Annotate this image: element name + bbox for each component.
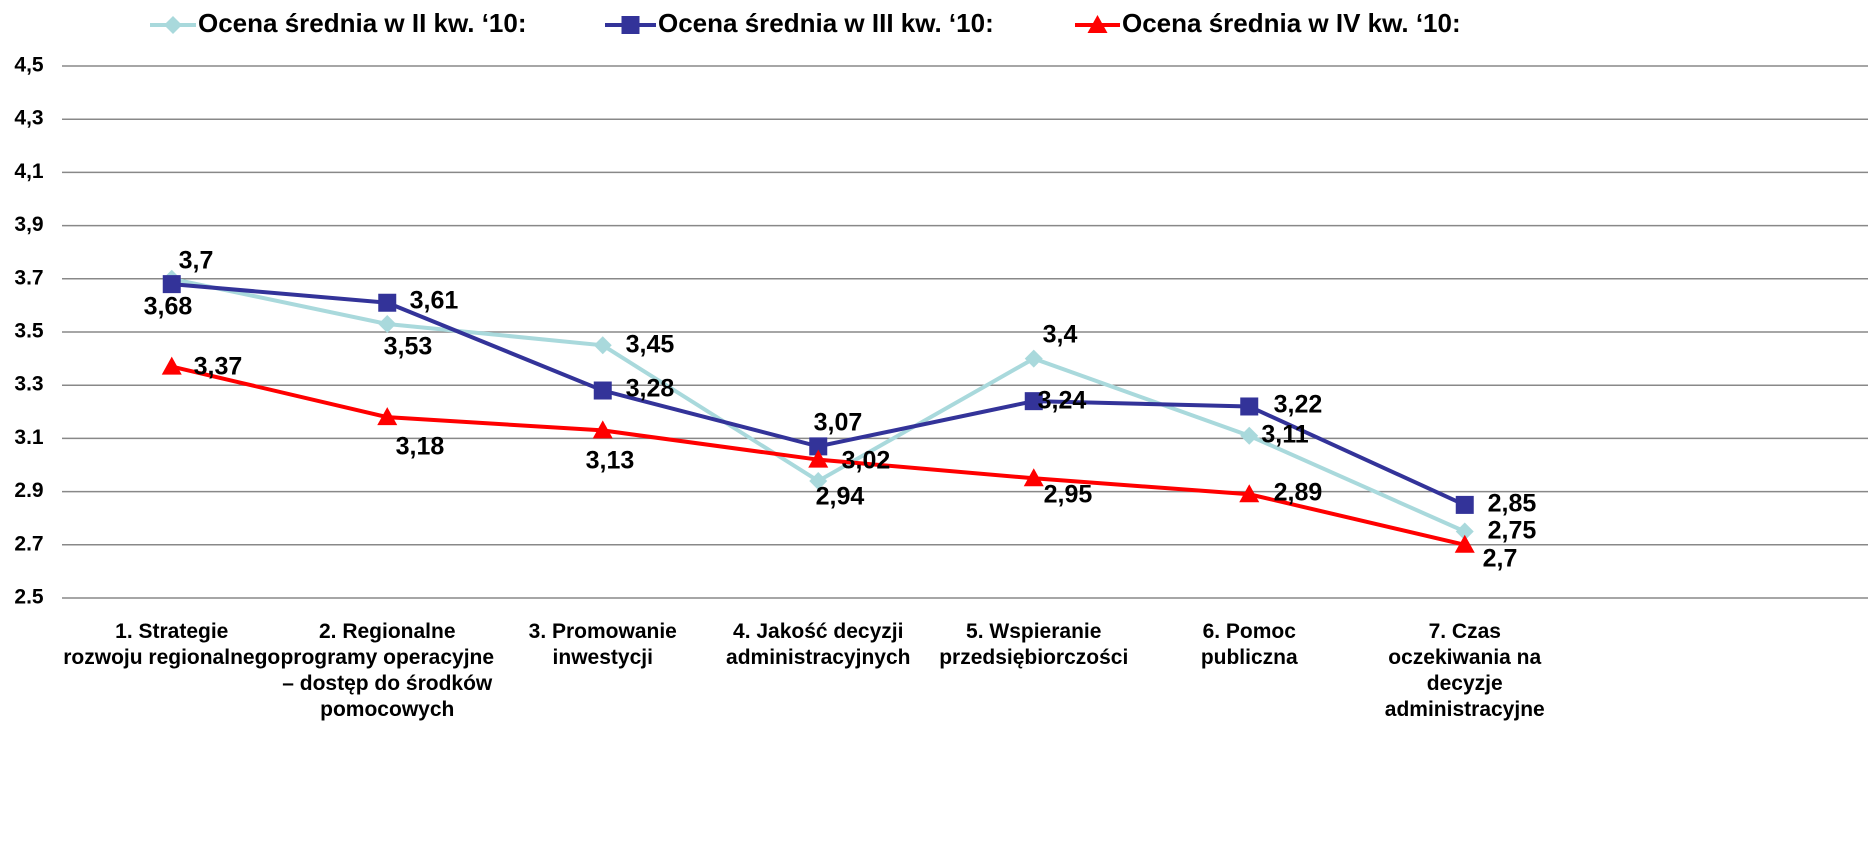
series-line xyxy=(171,282,1466,507)
data-label: 3,7 xyxy=(179,247,214,275)
legend-marker xyxy=(1087,15,1108,33)
data-label: 3,18 xyxy=(396,433,445,461)
marker xyxy=(378,315,397,334)
x-tick-label: 5. Wspieranie przedsiębiorczości xyxy=(939,620,1128,669)
x-tick-label: 3. Promowanie inwestycji xyxy=(529,620,677,669)
marker xyxy=(808,449,829,468)
data-label: 3,02 xyxy=(842,447,891,475)
marker xyxy=(1454,534,1475,553)
data-label: 2,85 xyxy=(1488,490,1537,518)
data-label: 2,75 xyxy=(1488,517,1537,545)
marker xyxy=(809,437,828,456)
data-label: 3,68 xyxy=(144,293,193,321)
x-tick-label: 2. Regionalne programy operacyjne – dostęp… xyxy=(280,620,494,721)
data-label: 3,22 xyxy=(1274,391,1323,419)
marker xyxy=(1023,468,1044,487)
x-tick-label: 4. Jakość decyzji administracyjnych xyxy=(726,620,910,669)
y-tick-label: 3,9 xyxy=(14,213,43,236)
marker xyxy=(162,275,181,294)
data-label: 2,94 xyxy=(816,483,865,511)
marker xyxy=(593,381,612,400)
legend-marker xyxy=(164,16,182,34)
data-label: 3,45 xyxy=(626,331,675,359)
marker xyxy=(1455,495,1474,514)
marker xyxy=(378,293,397,312)
y-tick-label: 4,3 xyxy=(14,107,43,130)
y-tick-label: 2.7 xyxy=(14,532,43,555)
marker xyxy=(1240,397,1259,416)
legend-label: Ocena średnia w II kw. ‘10: xyxy=(198,8,527,38)
y-tick-label: 4,5 xyxy=(14,54,44,77)
data-label: 2,7 xyxy=(1483,545,1518,573)
y-tick-label: 2.5 xyxy=(14,586,44,609)
data-label: 3,13 xyxy=(586,447,635,475)
marker xyxy=(1024,349,1043,368)
data-label: 3,53 xyxy=(384,333,433,361)
marker xyxy=(1455,522,1474,541)
legend-marker xyxy=(621,16,640,34)
data-label: 3,11 xyxy=(1261,421,1308,449)
y-tick-label: 2.9 xyxy=(14,479,43,502)
marker xyxy=(377,407,398,426)
data-label: 3,24 xyxy=(1038,387,1087,415)
x-tick-label: 7. Czas oczekiwania na decyzje administracy… xyxy=(1385,620,1545,721)
marker xyxy=(161,356,182,375)
marker xyxy=(1239,484,1260,503)
legend-label: Ocena średnia w III kw. ‘10: xyxy=(658,8,994,38)
data-label: 3,37 xyxy=(194,353,243,381)
data-label: 3,61 xyxy=(410,287,459,315)
data-label: 3,28 xyxy=(626,375,675,403)
data-label: 2,89 xyxy=(1274,479,1323,507)
y-tick-label: 3.7 xyxy=(14,266,43,289)
marker xyxy=(1024,392,1043,411)
legend-label: Ocena średnia w IV kw. ‘10: xyxy=(1122,8,1461,38)
marker xyxy=(809,471,828,490)
y-tick-label: 4,1 xyxy=(14,160,44,183)
marker xyxy=(592,420,613,439)
y-tick-label: 3.1 xyxy=(14,426,44,449)
marker xyxy=(593,336,612,355)
data-label: 3,07 xyxy=(814,409,863,437)
y-tick-label: 3.3 xyxy=(14,373,43,396)
y-tick-label: 3.5 xyxy=(14,320,44,343)
marker xyxy=(1240,426,1259,445)
data-label: 3,4 xyxy=(1043,321,1078,349)
x-tick-label: 1. Strategie rozwoju regionalnego xyxy=(63,620,280,669)
x-tick-label: 6. Pomoc publiczna xyxy=(1201,620,1298,669)
data-label: 2,95 xyxy=(1044,481,1093,509)
